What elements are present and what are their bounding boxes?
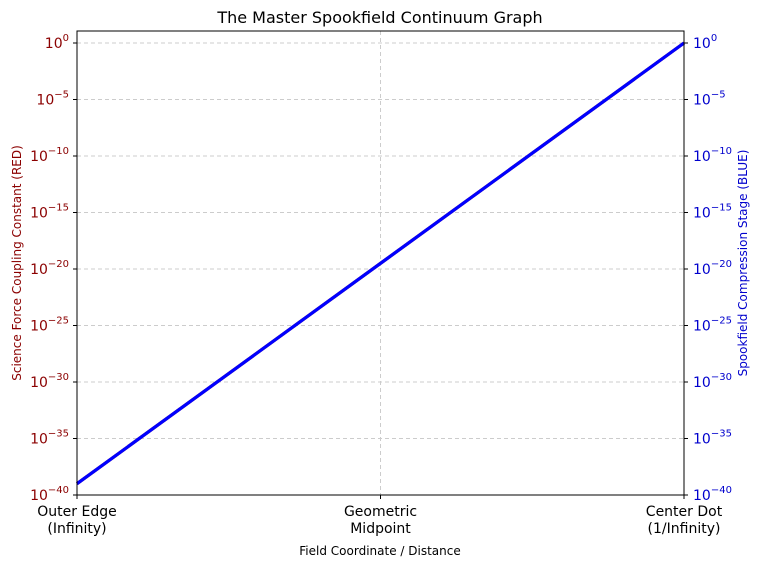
x-axis-label: Field Coordinate / Distance (299, 544, 460, 558)
y-tick-label-right: 100 (693, 33, 717, 52)
y-tick-label-right: 10−15 (693, 203, 732, 222)
y-tick-label-right: 10−20 (693, 259, 732, 278)
chart-title: The Master Spookfield Continuum Graph (216, 8, 542, 27)
series-line-right (76, 41, 685, 485)
left-axis: 100 10−5 10−10 10−15 10−20 10−25 10−30 10−35 10−… (30, 33, 77, 504)
y-axis-label-right: Spookfield Compression Stage (BLUE) (736, 150, 750, 377)
y-tick-label-right: 10−30 (693, 372, 732, 391)
y-tick-label-left: 10−30 (30, 372, 69, 391)
x-tick-label: Geometric Midpoint (344, 504, 417, 537)
y-tick-label-left: 10−10 (30, 146, 69, 165)
x-axis: Outer Edge (Infinity) Geometric Midpoint Cen… (37, 495, 723, 537)
y-tick-label-right: 10−10 (693, 146, 732, 165)
y-tick-label-right: 10−40 (693, 485, 732, 504)
y-tick-label-right: 10−25 (693, 316, 732, 335)
y-tick-label-right: 10−35 (693, 429, 732, 448)
right-axis: 100 10−5 10−10 10−15 10−20 10−25 10−30 10−35 10−… (684, 33, 732, 504)
series-layer (76, 41, 685, 485)
y-tick-label-left: 10−5 (36, 90, 69, 109)
y-tick-label-left: 10−25 (30, 316, 69, 335)
y-axis-label-left: Science Force Coupling Constant (RED) (10, 145, 24, 381)
y-tick-label-left: 100 (45, 33, 69, 52)
y-tick-label-left: 10−40 (30, 485, 69, 504)
x-tick-label: Outer Edge (Infinity) (37, 504, 116, 537)
y-tick-label-left: 10−15 (30, 203, 69, 222)
y-tick-label-left: 10−35 (30, 429, 69, 448)
y-tick-label-left: 10−20 (30, 259, 69, 278)
x-tick-label: Center Dot (1/Infinity) (646, 504, 723, 537)
y-tick-label-right: 10−5 (693, 90, 726, 109)
